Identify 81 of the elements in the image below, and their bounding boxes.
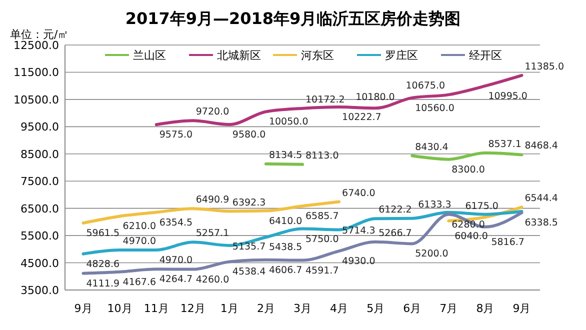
y-tick-label: 8500.0 <box>20 148 59 161</box>
legend-label: 北城新区 <box>217 49 261 62</box>
data-label: 6175.0 <box>465 201 498 212</box>
data-label: 6544.4 <box>524 193 558 204</box>
data-label: 5200.0 <box>415 248 448 260</box>
data-label: 6338.5 <box>524 218 558 229</box>
data-label: 6392.3 <box>232 197 266 208</box>
x-tick-label: 1月 <box>220 302 238 315</box>
data-label: 5714.3 <box>342 226 376 237</box>
y-axis-title: 单位：元/㎡ <box>10 28 69 41</box>
data-label: 4970.0 <box>122 236 156 247</box>
data-label: 5257.1 <box>196 228 230 240</box>
data-label: 10180.0 <box>356 92 395 104</box>
data-label: 10050.0 <box>268 116 308 128</box>
data-label: 4930.0 <box>342 256 376 268</box>
data-label: 4828.6 <box>86 258 120 270</box>
y-tick-label: 11500.0 <box>14 66 59 80</box>
data-label: 5438.5 <box>268 242 302 254</box>
data-label: 6040.0 <box>454 230 488 242</box>
y-tick-label: 7500.0 <box>20 175 59 188</box>
data-label: 10172.2 <box>306 94 345 106</box>
x-tick-label: 12月 <box>180 302 206 315</box>
data-label: 4970.0 <box>159 254 193 266</box>
y-tick-label: 6500.0 <box>20 202 59 216</box>
data-label: 5135.7 <box>232 241 266 252</box>
legend-label: 经开区 <box>469 49 502 62</box>
data-label: 4111.9 <box>86 278 120 290</box>
data-label: 9720.0 <box>196 106 230 118</box>
data-label: 5816.7 <box>491 236 524 248</box>
data-label: 10675.0 <box>406 80 446 92</box>
x-tick-label: 9月 <box>512 302 531 315</box>
y-tick-label: 12500.0 <box>14 39 59 52</box>
x-tick-label: 10月 <box>107 302 132 315</box>
data-label: 9580.0 <box>232 129 266 140</box>
data-label: 4538.4 <box>232 266 266 278</box>
x-tick-label: 4月 <box>330 302 348 315</box>
y-tick-label: 9500.0 <box>20 120 59 134</box>
y-tick-label: 5500.0 <box>20 230 59 243</box>
y-tick-label: 4500.0 <box>20 256 59 270</box>
line-series <box>82 211 524 275</box>
legend-label: 河东区 <box>301 49 334 62</box>
legend-label: 兰山区 <box>133 49 166 62</box>
data-label: 4260.0 <box>196 274 230 286</box>
data-label: 8537.1 <box>488 138 522 150</box>
data-label: 4606.7 <box>268 264 302 276</box>
data-label: 8113.0 <box>306 150 339 162</box>
x-tick-label: 7月 <box>440 302 458 315</box>
y-tick-label: 10500.0 <box>14 93 59 106</box>
data-label: 10560.0 <box>415 102 454 114</box>
data-label: 10222.7 <box>342 112 382 123</box>
x-tick-label: 5月 <box>366 302 385 315</box>
data-label: 4591.7 <box>306 265 339 276</box>
chart-title: 2017年9月—2018年9月临沂五区房价走势图 <box>125 9 461 28</box>
data-label: 5266.7 <box>378 228 412 239</box>
x-tick-label: 8月 <box>476 302 494 315</box>
data-label: 6490.9 <box>196 194 230 206</box>
x-tick-label: 11月 <box>144 302 169 315</box>
data-label: 6210.0 <box>122 221 156 232</box>
data-label: 6740.0 <box>342 188 376 199</box>
data-label: 11385.0 <box>524 61 564 72</box>
x-tick-label: 6月 <box>403 302 422 315</box>
data-label: 8300.0 <box>452 164 485 176</box>
y-tick-label: 3500.0 <box>20 284 59 297</box>
data-label: 8134.5 <box>268 150 302 161</box>
data-label: 5750.0 <box>306 234 339 245</box>
data-label: 6354.5 <box>159 217 193 228</box>
data-label: 4264.7 <box>159 274 193 286</box>
data-label: 6410.0 <box>268 216 302 227</box>
data-label: 9575.0 <box>159 130 193 141</box>
x-tick-label: 3月 <box>294 302 312 315</box>
data-label: 6585.7 <box>306 211 339 222</box>
data-label: 10995.0 <box>488 90 528 102</box>
data-label: 8430.4 <box>415 142 448 153</box>
data-label: 5961.5 <box>86 228 120 239</box>
data-label: 6122.2 <box>378 204 412 216</box>
data-label: 6133.3 <box>418 199 452 210</box>
x-tick-label: 2月 <box>256 302 275 315</box>
data-label: 8468.4 <box>524 140 558 152</box>
x-tick-label: 9月 <box>74 302 92 315</box>
legend-label: 罗庄区 <box>385 49 418 62</box>
data-label: 4167.6 <box>122 276 156 288</box>
